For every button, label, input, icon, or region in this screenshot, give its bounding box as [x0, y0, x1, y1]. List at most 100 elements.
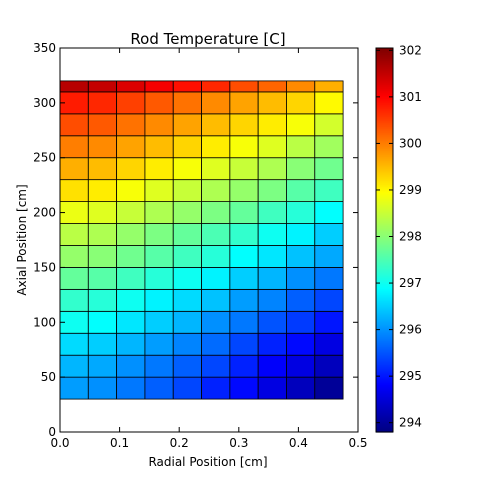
- colorbar-segment: [376, 362, 393, 365]
- colorbar-segment: [376, 420, 393, 423]
- colorbar-segment: [376, 190, 393, 193]
- heatmap-cell: [201, 245, 231, 268]
- colorbar-segment: [376, 406, 393, 409]
- heatmap-cell: [87, 113, 118, 137]
- colorbar-frame: [375, 47, 394, 433]
- heatmap-cell: [201, 376, 231, 400]
- heatmap-cell: [286, 310, 316, 334]
- heatmap-cell: [116, 310, 146, 334]
- colorbar-segment: [376, 230, 393, 233]
- colorbar-segment: [376, 376, 393, 379]
- heatmap-cell: [286, 223, 316, 246]
- colorbar-segment: [376, 204, 393, 207]
- colorbar-segment: [376, 140, 393, 143]
- colorbar-segment: [376, 218, 393, 221]
- colorbar-segment: [376, 300, 393, 303]
- colorbar-segment: [376, 142, 393, 145]
- colorbar-segment: [376, 264, 393, 267]
- colorbar-segment: [376, 262, 393, 265]
- y-tick-label: 100: [33, 315, 56, 329]
- heatmap-cell: [257, 223, 287, 246]
- colorbar-segment: [376, 352, 393, 355]
- colorbar-segment: [376, 242, 393, 245]
- heatmap-cell: [286, 201, 316, 224]
- heatmap-cell: [286, 376, 316, 400]
- colorbar-segment: [376, 92, 393, 95]
- colorbar-segment: [376, 250, 393, 253]
- heatmap-cell: [229, 310, 259, 334]
- colorbar-segment: [376, 346, 393, 349]
- colorbar-segment: [376, 168, 393, 171]
- colorbar-segment: [376, 340, 393, 343]
- heatmap-cell: [87, 135, 118, 159]
- colorbar-segment: [376, 282, 393, 285]
- colorbar-tick-label: 302: [399, 43, 422, 57]
- colorbar-segment: [376, 258, 393, 261]
- heatmap-cell: [229, 376, 259, 400]
- colorbar-segment: [376, 100, 393, 103]
- heatmap-cell: [201, 288, 231, 312]
- colorbar-tick-label: 296: [399, 323, 422, 337]
- heatmap-cell: [286, 288, 316, 312]
- heatmap-cell: [144, 157, 174, 181]
- colorbar-segment: [376, 342, 393, 345]
- plot-frame: [59, 47, 359, 433]
- heatmap-cell: [144, 113, 174, 137]
- colorbar-segment: [376, 392, 393, 395]
- heatmap-cell: [59, 135, 89, 159]
- colorbar-segment: [376, 172, 393, 175]
- colorbar-segment: [376, 206, 393, 209]
- colorbar-segment: [376, 274, 393, 277]
- colorbar-segment: [376, 280, 393, 283]
- colorbar-segment: [376, 56, 393, 59]
- heatmap-cell: [229, 288, 259, 312]
- colorbar-segment: [376, 334, 393, 337]
- colorbar-segment: [376, 164, 393, 167]
- heatmap-cell: [314, 201, 344, 224]
- colorbar-segment: [376, 324, 393, 327]
- heatmap-cell: [314, 80, 344, 93]
- colorbar-segment: [376, 286, 393, 289]
- colorbar-segment: [376, 422, 393, 425]
- colorbar-segment: [376, 192, 393, 195]
- colorbar-segment: [376, 248, 393, 251]
- heatmap-cell: [116, 179, 146, 203]
- heatmap-cell: [116, 245, 146, 268]
- colorbar-segment: [376, 158, 393, 161]
- heatmap-cell: [87, 267, 118, 290]
- colorbar-segment: [376, 196, 393, 199]
- colorbar-segment: [376, 260, 393, 263]
- colorbar-segment: [376, 234, 393, 237]
- colorbar-segment: [376, 270, 393, 273]
- heatmap-cell: [201, 179, 231, 203]
- heatmap-cell: [314, 135, 344, 159]
- heatmap-cell: [201, 80, 231, 93]
- heatmap-cell: [314, 223, 344, 246]
- colorbar-segment: [376, 330, 393, 333]
- y-tick-label: 150: [33, 260, 56, 274]
- heatmap-cell: [87, 332, 118, 356]
- heatmap-cell: [144, 245, 174, 268]
- colorbar-segment: [376, 116, 393, 119]
- x-tick-label: 0.2: [170, 436, 189, 450]
- colorbar-segment: [376, 380, 393, 383]
- heatmap-cell: [229, 354, 259, 378]
- x-tick-label: 0.1: [110, 436, 129, 450]
- colorbar-segment: [376, 76, 393, 79]
- colorbar-segment: [376, 386, 393, 389]
- colorbar-segment: [376, 336, 393, 339]
- heatmap-cell: [201, 113, 231, 137]
- colorbar-segment: [376, 150, 393, 153]
- x-tick-label: 0.0: [50, 436, 69, 450]
- heatmap-cell: [87, 179, 118, 203]
- colorbar-segment: [376, 350, 393, 353]
- colorbar-segment: [376, 354, 393, 357]
- colorbar-segment: [376, 332, 393, 335]
- colorbar-segment: [376, 216, 393, 219]
- heatmap-cell: [172, 113, 202, 137]
- heatmap-cell: [257, 91, 287, 115]
- heatmap-cell: [314, 354, 344, 378]
- colorbar-segment: [376, 304, 393, 307]
- colorbar-segment: [376, 182, 393, 185]
- heatmap-cell: [172, 245, 202, 268]
